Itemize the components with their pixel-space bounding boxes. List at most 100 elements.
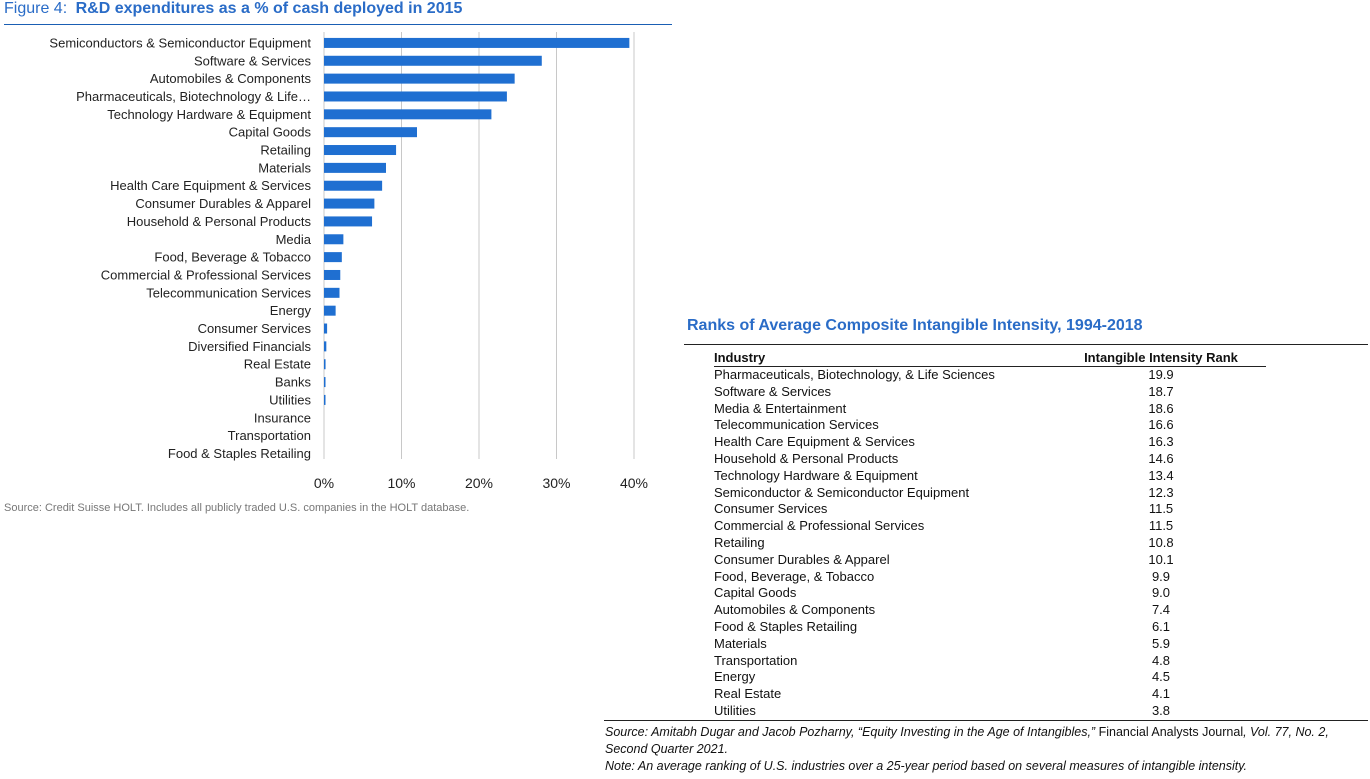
category-label: Commercial & Professional Services — [101, 267, 312, 282]
bar — [324, 359, 326, 370]
category-label: Diversified Financials — [188, 339, 311, 354]
category-label: Food, Beverage & Tobacco — [154, 250, 311, 265]
bar — [324, 216, 373, 227]
citation-volume: , Vol. 77, No. 2, Second Quarter 2021. — [605, 725, 1329, 756]
table-row: Pharmaceuticals, Biotechnology, & Life S… — [714, 367, 1266, 384]
industry-cell: Health Care Equipment & Services — [714, 434, 915, 450]
category-label: Insurance — [254, 410, 311, 425]
rank-cell: 9.9 — [1151, 568, 1171, 584]
rank-cell: 4.8 — [1151, 652, 1171, 668]
bar — [324, 377, 326, 388]
rank-source-citation: Source: Amitabh Dugar and Jacob Pozharny… — [605, 724, 1365, 758]
rank-cell: 6.1 — [1151, 618, 1171, 634]
table-row: Transportation 4.8 — [714, 653, 1266, 670]
table-row: Technology Hardware & Equipment 13.4 — [714, 468, 1266, 485]
industry-cell: Consumer Durables & Apparel — [714, 551, 890, 567]
category-label: Telecommunication Services — [146, 285, 311, 300]
industry-cell: Household & Personal Products — [714, 450, 899, 466]
rank-table-title: Ranks of Average Composite Intangible In… — [687, 317, 1143, 334]
bar — [324, 37, 630, 48]
table-row: Consumer Durables & Apparel 10.1 — [714, 552, 1266, 569]
rank-table-bottom-rule — [604, 720, 1368, 721]
industry-cell: Automobiles & Components — [714, 602, 876, 618]
bar — [324, 323, 328, 334]
industry-cell: Retailing — [714, 534, 765, 550]
bar — [324, 341, 327, 352]
rank-cell: 4.1 — [1151, 686, 1171, 702]
table-row: Capital Goods 9.0 — [714, 585, 1266, 602]
industry-cell: Transportation — [714, 652, 798, 668]
rank-cell: 14.6 — [1148, 450, 1174, 466]
rank-note-text: Note: An average ranking of U.S. industr… — [605, 759, 1248, 773]
industry-cell: Commercial & Professional Services — [714, 518, 925, 534]
category-label: Materials — [258, 160, 311, 175]
bar — [324, 394, 326, 405]
table-row: Telecommunication Services 16.6 — [714, 417, 1266, 434]
rank-cell: 10.8 — [1148, 534, 1174, 550]
industry-cell: Semiconductor & Semiconductor Equipment — [714, 484, 970, 500]
figure-header: Figure 4: R&D expenditures as a % of cas… — [4, 0, 672, 25]
column-header-rank: Intangible Intensity Rank — [1056, 350, 1266, 367]
bar — [324, 73, 515, 84]
category-label: Media — [276, 232, 312, 247]
rank-table-header-row: Industry Intangible Intensity Rank — [714, 350, 1266, 367]
rank-cell: 5.9 — [1151, 635, 1171, 651]
bar — [324, 198, 375, 209]
industry-cell: Capital Goods — [714, 585, 797, 601]
category-label: Consumer Services — [198, 321, 312, 336]
bar — [324, 180, 383, 191]
table-row: Commercial & Professional Services 11.5 — [714, 518, 1266, 535]
industry-cell: Pharmaceuticals, Biotechnology, & Life S… — [714, 367, 995, 382]
industry-cell: Telecommunication Services — [714, 417, 879, 433]
industry-cell: Real Estate — [714, 686, 782, 702]
bar — [324, 269, 341, 280]
rank-table: Industry Intangible Intensity Rank Pharm… — [714, 350, 1266, 720]
industry-cell: Media & Entertainment — [714, 400, 847, 416]
x-tick-label: 40% — [620, 475, 648, 491]
rank-cell: 9.0 — [1151, 585, 1171, 601]
table-row: Semiconductor & Semiconductor Equipment 1… — [714, 485, 1266, 502]
figure-number: Figure 4: — [4, 0, 68, 17]
rank-cell: 16.3 — [1148, 434, 1174, 450]
rd-bar-chart: Semiconductors & Semiconductor Equipment… — [49, 32, 648, 491]
table-row: Food & Staples Retailing 6.1 — [714, 619, 1266, 636]
category-label: Retailing — [260, 143, 311, 158]
table-row: Automobiles & Components 7.4 — [714, 602, 1266, 619]
category-label: Capital Goods — [229, 125, 312, 140]
category-label: Software & Services — [194, 53, 312, 68]
category-label: Pharmaceuticals, Biotechnology & Life… — [76, 89, 311, 104]
column-header-industry: Industry — [714, 350, 1056, 367]
rank-cell: 3.8 — [1151, 702, 1171, 718]
bar — [324, 234, 344, 245]
industry-cell: Materials — [714, 635, 767, 651]
table-row: Health Care Equipment & Services 16.3 — [714, 434, 1266, 451]
x-tick-label: 20% — [465, 475, 493, 491]
category-label: Food & Staples Retailing — [168, 446, 311, 461]
industry-cell: Software & Services — [714, 383, 832, 399]
table-row: Software & Services 18.7 — [714, 384, 1266, 401]
table-row: Consumer Services 11.5 — [714, 501, 1266, 518]
category-label: Health Care Equipment & Services — [110, 178, 311, 193]
x-tick-label: 30% — [542, 475, 570, 491]
bar — [324, 145, 397, 156]
category-label: Automobiles & Components — [150, 71, 312, 86]
rank-cell: 12.3 — [1148, 484, 1174, 500]
x-tick-label: 10% — [387, 475, 415, 491]
bar — [324, 127, 417, 138]
rank-note: Note: An average ranking of U.S. industr… — [605, 758, 1365, 775]
bar — [324, 91, 507, 102]
table-row: Utilities 3.8 — [714, 703, 1266, 720]
rank-cell: 16.6 — [1148, 417, 1174, 433]
industry-cell: Technology Hardware & Equipment — [714, 467, 918, 483]
table-row: Household & Personal Products 14.6 — [714, 451, 1266, 468]
bar — [324, 287, 340, 298]
category-label: Semiconductors & Semiconductor Equipment — [49, 35, 311, 50]
rank-cell: 11.5 — [1148, 501, 1174, 517]
category-label: Transportation — [228, 428, 311, 443]
category-label: Utilities — [269, 392, 311, 407]
industry-cell: Energy — [714, 669, 756, 685]
rank-cell: 7.4 — [1151, 602, 1171, 618]
x-tick-label: 0% — [314, 475, 334, 491]
table-row: Media & Entertainment 18.6 — [714, 401, 1266, 418]
category-label: Energy — [270, 303, 312, 318]
